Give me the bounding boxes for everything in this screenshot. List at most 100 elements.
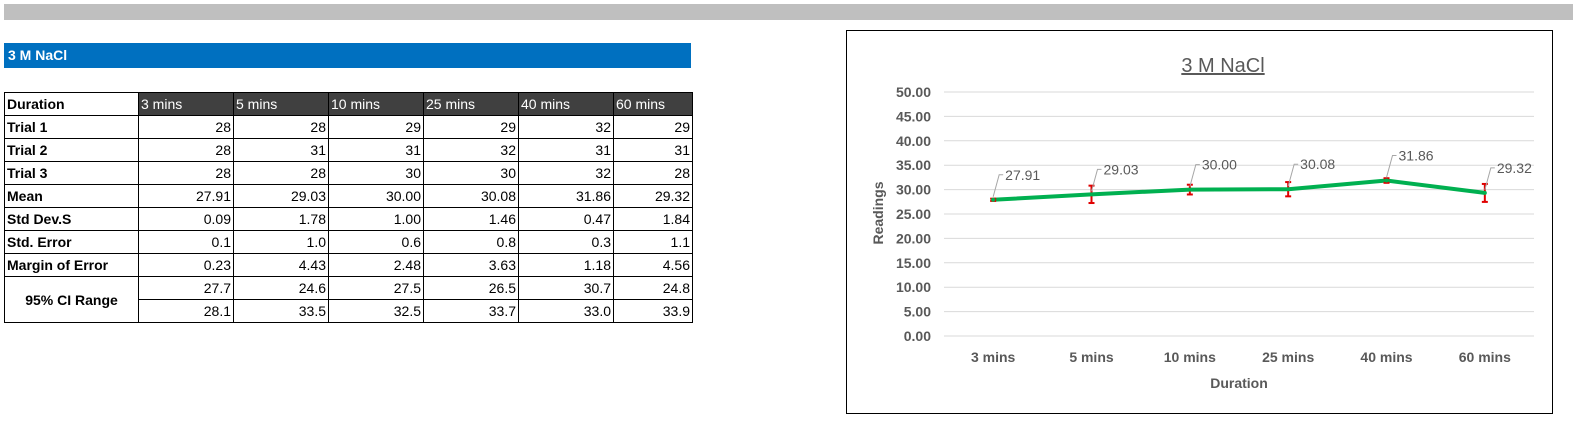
table-cell[interactable]: 33.9	[613, 299, 693, 323]
y-axis-ticks: 0.00 5.00 10.00 15.00 20.00 25.00 30.00 35.00 40…	[896, 84, 931, 344]
table-cell[interactable]: 3.63	[423, 253, 519, 277]
table-cell[interactable]: 30	[423, 161, 519, 185]
table-cell[interactable]: 32	[518, 115, 614, 139]
table-cell[interactable]: 28	[138, 161, 234, 185]
table-cell[interactable]: 0.8	[423, 230, 519, 254]
header-col[interactable]: 60 mins	[613, 92, 693, 116]
table-cell[interactable]: 4.43	[233, 253, 329, 277]
table-cell[interactable]: 32.5	[328, 299, 424, 323]
table-cell[interactable]: 33.0	[518, 299, 614, 323]
table-cell[interactable]: 28	[613, 161, 693, 185]
table-header-row: Duration 3 mins 5 mins 10 mins 25 mins 4…	[4, 92, 693, 116]
table-cell[interactable]: 0.47	[518, 207, 614, 231]
table-cell[interactable]: 29	[423, 115, 519, 139]
table-cell[interactable]: 24.6	[233, 276, 329, 300]
data-label-leader	[1091, 168, 1102, 192]
data-point[interactable]	[1089, 192, 1094, 197]
table-cell[interactable]: 33.5	[233, 299, 329, 323]
header-col[interactable]: 3 mins	[138, 92, 234, 116]
series-line[interactable]	[993, 178, 1486, 202]
data-label-leader	[1287, 163, 1299, 187]
table-row: Std Dev.S 0.09 1.78 1.00 1.46 0.47 1.84	[4, 207, 693, 231]
table-cell[interactable]: 27.7	[138, 276, 234, 300]
table-cell[interactable]: 28	[138, 115, 234, 139]
table-cell[interactable]: 0.3	[518, 230, 614, 254]
table-cell[interactable]: 31	[233, 138, 329, 162]
table-cell[interactable]: 29	[328, 115, 424, 139]
header-duration[interactable]: Duration	[4, 92, 139, 116]
table-cell[interactable]: 29.32	[613, 184, 693, 208]
table-cell[interactable]: 0.1	[138, 230, 234, 254]
data-label: 29.32	[1497, 160, 1532, 176]
table-row: Trial 2 28 31 31 32 31 31	[4, 138, 693, 162]
table-cell[interactable]: 30.00	[328, 184, 424, 208]
data-label: 30.08	[1300, 156, 1335, 172]
header-col[interactable]: 25 mins	[423, 92, 519, 116]
table-cell[interactable]: 32	[518, 161, 614, 185]
row-label[interactable]: Std Dev.S	[4, 207, 139, 231]
data-label: 29.03	[1104, 161, 1139, 177]
row-label[interactable]: Trial 1	[4, 115, 139, 139]
row-label[interactable]: Std. Error	[4, 230, 139, 254]
y-axis-title: Readings	[870, 181, 886, 244]
table-cell[interactable]: 1.0	[233, 230, 329, 254]
y-tick-label: 50.00	[896, 84, 931, 100]
row-label[interactable]: Trial 2	[4, 138, 139, 162]
table-cell[interactable]: 31	[328, 138, 424, 162]
data-label: 30.00	[1202, 157, 1237, 173]
chart-title: 3 M NaCl	[1181, 55, 1264, 77]
table-cell[interactable]: 27.5	[328, 276, 424, 300]
table-cell[interactable]: 1.18	[518, 253, 614, 277]
row-label[interactable]: Mean	[4, 184, 139, 208]
table-cell[interactable]: 29.03	[233, 184, 329, 208]
table-row: Mean 27.91 29.03 30.00 30.08 31.86 29.32	[4, 184, 693, 208]
data-point[interactable]	[1384, 178, 1389, 183]
table-cell[interactable]: 28.1	[138, 299, 234, 323]
table-cell[interactable]: 32	[423, 138, 519, 162]
table-cell[interactable]: 1.46	[423, 207, 519, 231]
table-cell[interactable]: 1.00	[328, 207, 424, 231]
y-tick-label: 40.00	[896, 133, 931, 149]
table-cell[interactable]: 27.91	[138, 184, 234, 208]
table-cell[interactable]: 31.86	[518, 184, 614, 208]
table-cell[interactable]: 1.1	[613, 230, 693, 254]
y-tick-label: 20.00	[896, 230, 931, 246]
table-cell[interactable]: 0.23	[138, 253, 234, 277]
series-layer	[990, 177, 1488, 205]
header-col[interactable]: 5 mins	[233, 92, 329, 116]
chart-frame[interactable]: 0.00 5.00 10.00 15.00 20.00 25.00 30.00 35.00 40…	[846, 30, 1553, 414]
table-cell[interactable]: 24.8	[613, 276, 693, 300]
row-label[interactable]: Trial 3	[4, 161, 139, 185]
table-cell[interactable]: 1.78	[233, 207, 329, 231]
ci-range-label[interactable]: 95% CI Range	[4, 276, 139, 323]
x-tick-label: 25 mins	[1262, 349, 1314, 365]
table-cell[interactable]: 30.08	[423, 184, 519, 208]
table-cell[interactable]: 28	[138, 138, 234, 162]
data-label-leader	[1484, 167, 1495, 191]
data-point[interactable]	[1482, 190, 1487, 195]
header-col[interactable]: 40 mins	[518, 92, 614, 116]
table-cell[interactable]: 31	[613, 138, 693, 162]
table-cell[interactable]: 4.56	[613, 253, 693, 277]
table-cell[interactable]: 26.5	[423, 276, 519, 300]
table-cell[interactable]: 0.6	[328, 230, 424, 254]
data-point[interactable]	[1187, 187, 1192, 192]
table-cell[interactable]: 30	[328, 161, 424, 185]
y-tick-label: 35.00	[896, 157, 931, 173]
table-cell[interactable]: 33.7	[423, 299, 519, 323]
table-cell[interactable]: 1.84	[613, 207, 693, 231]
table-cell[interactable]: 31	[518, 138, 614, 162]
table-cell[interactable]: 29	[613, 115, 693, 139]
data-point[interactable]	[991, 197, 996, 202]
table-row: Margin of Error 0.23 4.43 2.48 3.63 1.18…	[4, 253, 693, 277]
table-cell[interactable]: 30.7	[518, 276, 614, 300]
table-cell[interactable]: 28	[233, 161, 329, 185]
table-cell[interactable]: 0.09	[138, 207, 234, 231]
table-cell[interactable]: 28	[233, 115, 329, 139]
row-label[interactable]: Margin of Error	[4, 253, 139, 277]
table-row-ci-low: 95% CI Range 27.7 24.6 27.5 26.5 30.7 24…	[4, 276, 693, 323]
data-point[interactable]	[1286, 187, 1291, 192]
gridlines	[944, 91, 1534, 337]
header-col[interactable]: 10 mins	[328, 92, 424, 116]
table-cell[interactable]: 2.48	[328, 253, 424, 277]
